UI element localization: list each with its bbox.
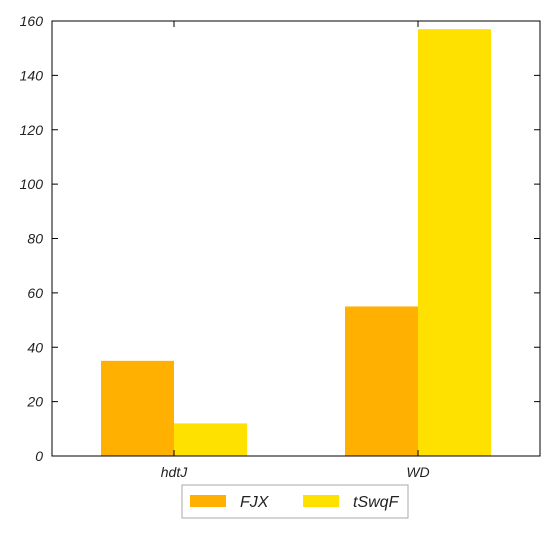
legend-label-tSwqF: tSwqF: [353, 494, 400, 511]
y-tick-label: 60: [27, 285, 43, 301]
y-tick-label: 0: [35, 448, 43, 464]
bars-layer: [101, 29, 491, 456]
legend-swatch-tSwqF: [303, 495, 339, 507]
y-tick-label: 120: [20, 122, 44, 138]
y-tick-label: 20: [26, 394, 43, 410]
x-tick-label: WD: [406, 464, 429, 480]
legend: FJX tSwqF: [182, 485, 408, 518]
y-tick-label: 40: [27, 339, 43, 355]
legend-swatch-FJX: [190, 495, 226, 507]
y-tick-label: 140: [20, 67, 44, 83]
bar-FJX-hdtJ: [101, 361, 174, 456]
x-tick-label: hdtJ: [161, 464, 188, 480]
y-tick-label: 160: [20, 13, 44, 29]
y-tick-label: 100: [20, 176, 44, 192]
legend-label-FJX: FJX: [240, 494, 270, 511]
bar-tSwqF-hdtJ: [174, 423, 247, 456]
bar-tSwqF-WD: [418, 29, 491, 456]
y-tick-label: 80: [27, 231, 43, 247]
bar-FJX-WD: [345, 306, 418, 456]
